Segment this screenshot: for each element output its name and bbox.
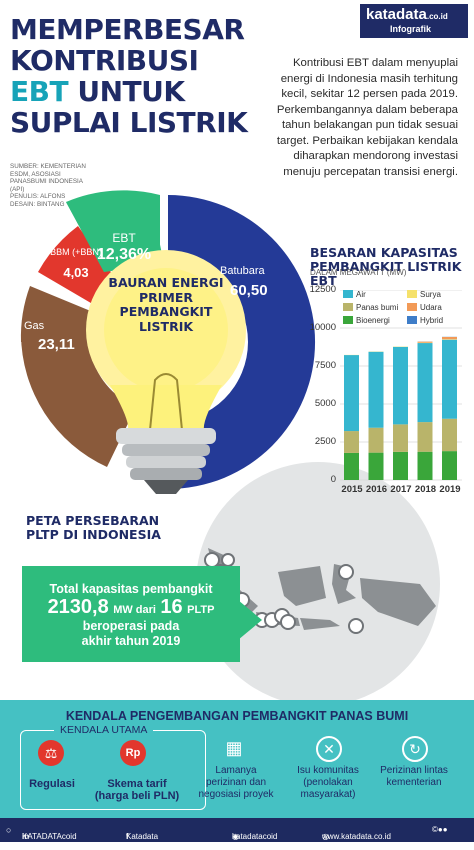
chart-unit: DALAM MEGAWATT (MW): [310, 268, 406, 277]
x-tick-label: 2015: [339, 484, 365, 495]
y-tick-label: 2500: [315, 436, 336, 447]
legend-swatch: [407, 303, 417, 311]
value-gas: 23,11: [38, 336, 88, 353]
bar-air-2015: [344, 355, 359, 431]
regulation-icon: ⚖: [38, 740, 64, 766]
bar-panas-bumi-2016: [369, 428, 384, 453]
bar-bioenergi-2019: [442, 451, 457, 480]
y-tick-label: 0: [331, 474, 336, 485]
main-obstacles-label: KENDALA UTAMA: [54, 724, 153, 736]
bar-air-2017: [393, 347, 408, 425]
issue-icon: ✕: [316, 736, 342, 762]
legend-item-air: Air: [343, 290, 366, 299]
obstacle-label-3: Lamanya perizinan dan negosiasi proyek: [196, 765, 276, 801]
legend-label: Hybrid: [420, 316, 443, 325]
cycle-icon: ↻: [402, 736, 428, 762]
legend-label: Panas bumi: [356, 303, 398, 312]
obstacle-label-1: Regulasi: [20, 778, 84, 790]
legend-item-hybrid: Hybrid: [407, 316, 443, 325]
bar-panas-bumi-2018: [418, 422, 433, 452]
calendar-icon: ▦: [222, 736, 246, 760]
x-tick-label: 2017: [388, 484, 414, 495]
legend-label: Udara: [420, 303, 442, 312]
label-bbm: BBM (+BBN): [46, 247, 106, 257]
tariff-icon: Rp: [120, 740, 146, 766]
legend-label: Surya: [420, 290, 441, 299]
legend-swatch: [407, 290, 417, 298]
bar-bioenergi-2016: [369, 453, 384, 480]
obstacles-title: KENDALA PENGEMBANGAN PEMBANGKIT PANAS BU…: [0, 709, 474, 723]
capacity-callout: Total kapasitas pembangkit 2130,8 MW dar…: [22, 566, 240, 662]
legend-item-udara: Udara: [407, 303, 442, 312]
chart-legend: Air Surya Panas bumi Udara Bioenergi Hybrid: [343, 290, 463, 330]
copyright-icon: ○: [6, 825, 11, 835]
label-ebt: EBT: [84, 231, 164, 245]
bulb-tip: [144, 480, 188, 494]
chart-title: BESARAN KAPASITAS PEMBANGKIT LISTRIK EBT: [310, 246, 470, 288]
y-tick-label: 7500: [315, 360, 336, 371]
obstacle-label-5: Perizinan lintas kementerian: [372, 765, 456, 789]
bar-air-2019: [442, 340, 457, 419]
bar-panas-bumi-2017: [393, 424, 408, 452]
obstacle-label-4: Isu komunitas (penolakan masyarakat): [288, 765, 368, 801]
legend-item-bioenergi: Bioenergi: [343, 316, 390, 325]
callout-line-3: beroperasi pada: [22, 619, 240, 634]
x-tick-label: 2016: [364, 484, 390, 495]
x-tick-label: 2018: [413, 484, 439, 495]
y-axis: 12500 10000 7500 5000 2500 0: [300, 284, 336, 494]
bar-udara-2019: [442, 337, 457, 339]
bar-udara-2018: [418, 342, 433, 343]
y-tick-label: 12500: [310, 284, 336, 295]
mix-title: BAURAN ENERGI PRIMER PEMBANGKIT LISTRIK: [96, 276, 236, 334]
bar-air-2016: [369, 352, 384, 428]
legend-swatch: [343, 316, 353, 324]
y-tick-label: 10000: [310, 322, 336, 333]
legend-item-surya: Surya: [407, 290, 441, 299]
value-batubara: 60,50: [230, 282, 290, 299]
legend-label: Bioenergi: [356, 316, 390, 325]
y-tick-label: 5000: [315, 398, 336, 409]
callout-line-4: akhir tahun 2019: [22, 634, 240, 649]
bar-bioenergi-2018: [418, 452, 433, 480]
legend-label: Air: [356, 290, 366, 299]
bar-bioenergi-2017: [393, 452, 408, 480]
callout-line-2: 2130,8 MW dari 16 PLTP: [22, 596, 240, 619]
license-icon: ©●●: [432, 825, 448, 834]
legend-swatch: [407, 316, 417, 324]
legend-item-panas-bumi: Panas bumi: [343, 303, 398, 312]
obstacle-label-2: Skema tarif (harga beli PLN): [92, 778, 182, 802]
legend-swatch: [343, 303, 353, 311]
bar-panas-bumi-2019: [442, 419, 457, 451]
map-title: PETA PERSEBARAN PLTP DI INDONESIA: [26, 514, 161, 542]
bar-air-2018: [418, 343, 433, 422]
legend-swatch: [343, 290, 353, 298]
bar-panas-bumi-2015: [344, 431, 359, 453]
callout-line-1: Total kapasitas pembangkit: [22, 582, 240, 596]
bar-bioenergi-2015: [344, 453, 359, 480]
label-gas: Gas: [24, 320, 74, 332]
footer: ○ in KATADATAcoid f Katadata Indonesia ◉…: [0, 818, 474, 842]
x-tick-label: 2019: [437, 484, 463, 495]
bulb-base: [116, 428, 216, 444]
